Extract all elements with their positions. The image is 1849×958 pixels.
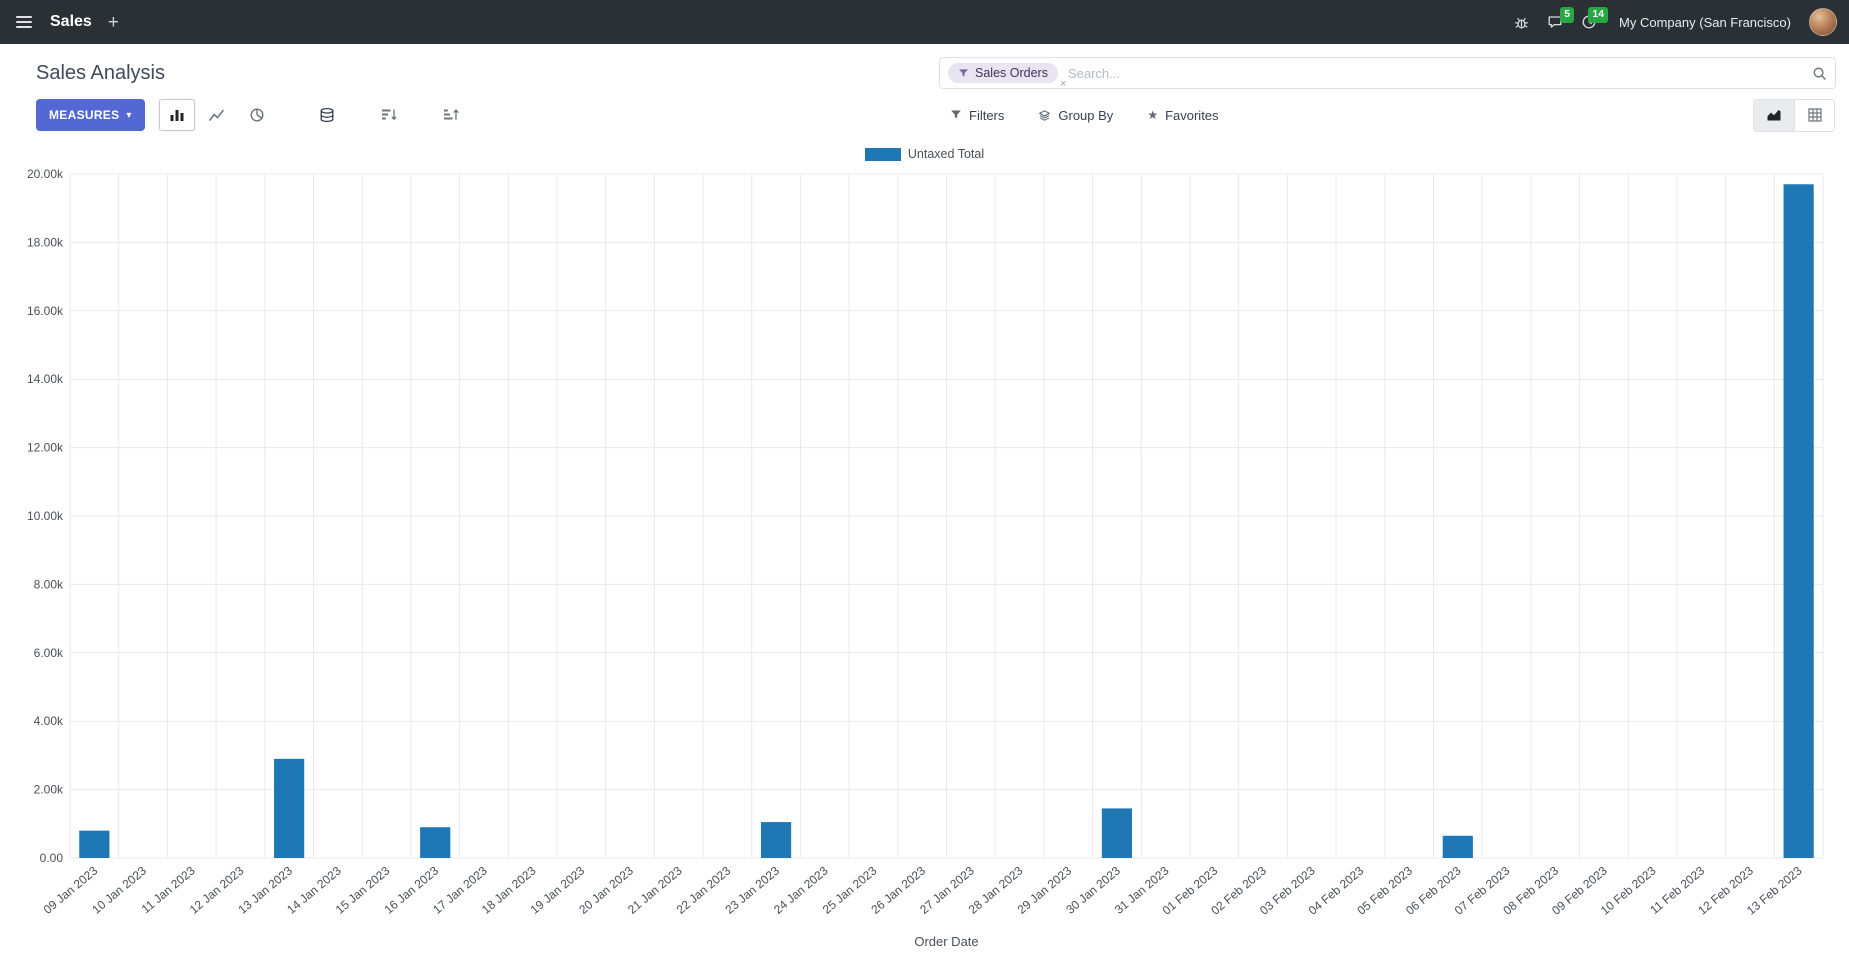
search-facet[interactable]: Sales Orders — [948, 63, 1058, 83]
messages-badge: 5 — [1560, 7, 1575, 23]
bar-chart[interactable]: 0.00 2.00k 4.00k 6.00k 8.00k 10.00k 12.00k 14.0… — [12, 166, 1837, 954]
legend-label: Untaxed Total — [907, 147, 985, 161]
chart-type-group — [158, 99, 275, 131]
layers-icon — [1038, 109, 1051, 122]
control-panel-row-buttons: MEASURES ▾ — [0, 92, 1849, 142]
svg-text:18.00k: 18.00k — [27, 235, 64, 249]
control-panel-row-top: Sales Analysis Sales Orders × — [0, 44, 1849, 92]
view-switcher — [1753, 98, 1835, 132]
search-icon[interactable] — [1812, 66, 1827, 81]
graph-view-button[interactable] — [1754, 99, 1794, 131]
search-input[interactable] — [1065, 64, 1804, 82]
search-bar[interactable]: Sales Orders × — [939, 57, 1836, 90]
search-options: Filters Group By ★ Favorites — [948, 104, 1221, 127]
company-switcher[interactable]: My Company (San Francisco) — [1619, 14, 1791, 30]
plus-icon[interactable]: + — [107, 11, 119, 33]
svg-text:14.00k: 14.00k — [27, 372, 64, 386]
filters-label: Filters — [969, 107, 1005, 123]
bar-chart-button[interactable] — [158, 99, 195, 131]
filter-icon — [958, 68, 969, 79]
svg-text:4.00k: 4.00k — [34, 714, 64, 728]
measures-button[interactable]: MEASURES ▾ — [36, 99, 145, 131]
top-navbar: Sales + 5 14 My Company (San Francisco) — [0, 0, 1849, 44]
caret-down-icon: ▾ — [126, 109, 132, 121]
user-avatar[interactable] — [1809, 8, 1837, 36]
control-panel: Sales Analysis Sales Orders × MEASURES ▾ — [0, 44, 1849, 142]
svg-text:6.00k: 6.00k — [34, 646, 64, 660]
svg-text:10.00k: 10.00k — [27, 509, 64, 523]
svg-text:Order Date: Order Date — [914, 934, 978, 949]
group-by-button[interactable]: Group By — [1036, 104, 1115, 127]
navbar-left: Sales + — [14, 12, 119, 32]
bug-icon[interactable] — [1514, 15, 1529, 30]
svg-text:8.00k: 8.00k — [34, 577, 64, 591]
sort-desc-button[interactable] — [371, 99, 407, 131]
group-by-label: Group By — [1058, 107, 1114, 123]
line-chart-button[interactable] — [199, 99, 235, 131]
svg-text:0.00: 0.00 — [40, 851, 64, 865]
pie-chart-button[interactable] — [239, 99, 275, 131]
filters-button[interactable]: Filters — [948, 104, 1006, 127]
star-icon: ★ — [1147, 108, 1159, 122]
filter-icon — [950, 109, 962, 121]
page-title: Sales Analysis — [36, 61, 165, 84]
facet-label: Sales Orders — [975, 66, 1048, 80]
svg-text:12.00k: 12.00k — [27, 441, 64, 455]
activities-badge: 14 — [1588, 7, 1609, 23]
legend-swatch — [864, 147, 901, 161]
facet-close-icon[interactable]: × — [1060, 78, 1067, 90]
pivot-view-button[interactable] — [1794, 99, 1834, 131]
messages-icon[interactable]: 5 — [1547, 7, 1575, 30]
svg-text:2.00k: 2.00k — [34, 783, 64, 797]
svg-text:20.00k: 20.00k — [27, 167, 64, 181]
measures-label: MEASURES — [49, 108, 120, 122]
apps-menu-icon[interactable] — [14, 12, 34, 32]
favorites-label: Favorites — [1165, 107, 1219, 123]
app-name[interactable]: Sales — [50, 13, 92, 30]
stacked-toggle-button[interactable] — [309, 99, 345, 131]
chart-legend[interactable]: Untaxed Total — [12, 142, 1837, 166]
sort-asc-button[interactable] — [433, 99, 469, 131]
chart-area: Untaxed Total 0.00 2.00k 4.00k 6.00k 8.00k 10… — [0, 142, 1849, 954]
navbar-right: 5 14 My Company (San Francisco) — [1514, 7, 1837, 36]
activities-clock-icon[interactable]: 14 — [1581, 7, 1609, 30]
favorites-button[interactable]: ★ Favorites — [1145, 104, 1220, 127]
svg-text:16.00k: 16.00k — [27, 304, 64, 318]
